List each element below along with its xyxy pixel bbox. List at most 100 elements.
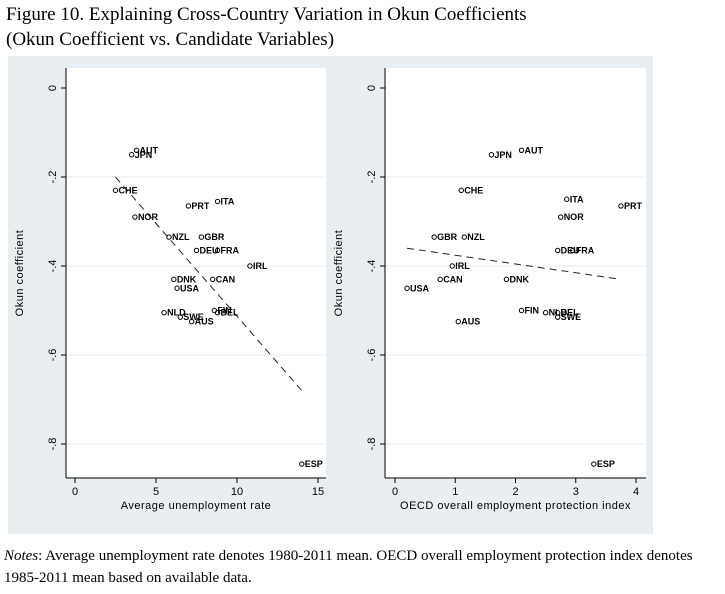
point-label-jpn: JPN — [494, 150, 512, 160]
data-point-prt — [618, 203, 624, 209]
data-point-aut — [518, 147, 525, 154]
y-tick-label: -.4 — [366, 260, 378, 273]
data-point-aus — [188, 318, 195, 325]
point-label-nzl: NZL — [467, 232, 485, 242]
point-label-bel: BEL — [221, 308, 240, 318]
data-point-fra — [570, 247, 576, 254]
fitted-line — [406, 247, 622, 280]
y-tick-label: 0 — [366, 85, 378, 91]
point-label-fra: FRA — [221, 245, 240, 255]
x-axis-title: OECD overall employment protection index — [400, 500, 631, 512]
plot-area — [385, 68, 646, 478]
x-tick-label: 0 — [392, 486, 398, 498]
data-point-aut — [133, 147, 140, 154]
data-point-che — [112, 187, 119, 194]
data-point-gbr — [198, 234, 205, 240]
notes-text: : Average unemployment rate denotes 1980… — [4, 548, 693, 586]
point-label-nld: NLD — [167, 308, 186, 318]
data-point-dnk — [171, 276, 177, 283]
x-tick-label: 1 — [452, 486, 458, 498]
point-label-aus: AUS — [195, 317, 214, 327]
data-point-can — [437, 276, 443, 283]
point-label-usa: USA — [410, 283, 430, 293]
y-tick-label: -.6 — [47, 349, 59, 362]
point-label-esp: ESP — [305, 459, 323, 469]
point-label-dnk: DNK — [177, 274, 197, 284]
point-label-prt: PRT — [191, 201, 210, 211]
data-point-ita — [214, 198, 221, 205]
y-tick-label: -.6 — [366, 349, 378, 362]
point-label-usa: USA — [180, 283, 200, 293]
point-label-fin: FIN — [525, 306, 540, 316]
y-tick-label: -.2 — [366, 171, 378, 184]
data-point-nld — [161, 310, 167, 316]
point-label-can: CAN — [443, 274, 463, 284]
point-label-fin: FIN — [217, 306, 232, 316]
figure-title-line2: (Okun Coefficient vs. Candidate Variable… — [6, 29, 335, 50]
data-point-esp — [299, 461, 305, 467]
y-axis-title: Okun coefficient — [333, 230, 345, 317]
point-label-che: CHE — [119, 185, 138, 195]
data-point-usa — [404, 285, 410, 291]
x-tick-label: 5 — [153, 486, 159, 498]
y-tick-label: -.4 — [47, 260, 59, 273]
data-point-deu — [554, 247, 561, 254]
point-label-aut: AUT — [140, 145, 159, 155]
point-label-dnk: DNK — [509, 274, 529, 284]
point-label-gbr: GBR — [437, 232, 458, 242]
x-axis-title: Average unemployment rate — [121, 500, 272, 512]
x-tick-label: 2 — [512, 486, 518, 498]
data-point-jpn — [129, 152, 135, 158]
point-label-nld: NLD — [549, 308, 568, 318]
point-label-che: CHE — [464, 185, 483, 195]
data-point-usa — [174, 285, 180, 291]
y-tick-label: 0 — [47, 85, 59, 91]
point-label-ita: ITA — [570, 194, 584, 204]
point-label-aus: AUS — [461, 317, 480, 327]
x-tick-label: 0 — [72, 486, 78, 498]
data-point-irl — [449, 263, 455, 269]
point-label-jpn: JPN — [135, 150, 153, 160]
data-point-nzl — [461, 234, 467, 240]
y-tick-label: -.8 — [366, 438, 378, 451]
data-point-dnk — [503, 276, 510, 283]
figure-notes: Notes: Average unemployment rate denotes… — [4, 545, 722, 589]
x-tick-label: 3 — [573, 486, 579, 498]
point-label-swe: SWE — [561, 312, 582, 322]
point-label-esp: ESP — [597, 459, 615, 469]
point-label-nzl: NZL — [172, 232, 190, 242]
data-point-nld — [542, 310, 549, 316]
data-point-bel — [214, 310, 221, 316]
y-axis-title: Okun coefficient — [14, 230, 26, 317]
x-tick-label: 4 — [633, 486, 639, 498]
point-label-can: CAN — [216, 274, 236, 284]
data-point-swe — [177, 314, 184, 320]
y-tick-label: -.2 — [47, 171, 59, 184]
data-point-prt — [185, 203, 192, 209]
y-tick-label: -.8 — [47, 438, 59, 451]
data-point-fra — [214, 247, 221, 254]
point-label-bel: BEL — [561, 308, 580, 318]
chart-panel-unemp: 0 -.2 -.4 -.6 -.8 0 5 10 15 Average unemployment … — [14, 68, 326, 512]
point-label-fra: FRA — [576, 245, 595, 255]
data-point-swe — [554, 314, 561, 320]
point-label-prt: PRT — [624, 201, 643, 211]
point-label-nor: NOR — [138, 212, 159, 222]
data-point-aus — [455, 318, 461, 325]
data-point-nzl — [166, 234, 172, 240]
point-label-ita: ITA — [221, 196, 235, 206]
data-point-esp — [591, 461, 597, 467]
point-label-irl: IRL — [253, 261, 268, 271]
point-label-gbr: GBR — [204, 232, 225, 242]
x-tick-label: 10 — [231, 486, 243, 498]
figure-title-line1: Figure 10. Explaining Cross-Country Vari… — [6, 4, 527, 25]
point-label-aut: AUT — [525, 145, 544, 155]
point-label-irl: IRL — [455, 261, 470, 271]
data-point-ita — [564, 196, 570, 202]
x-tick-label: 15 — [312, 486, 324, 498]
point-label-swe: SWE — [183, 312, 204, 322]
point-label-deu: DEU — [200, 245, 219, 255]
notes-label: Notes — [4, 548, 39, 564]
